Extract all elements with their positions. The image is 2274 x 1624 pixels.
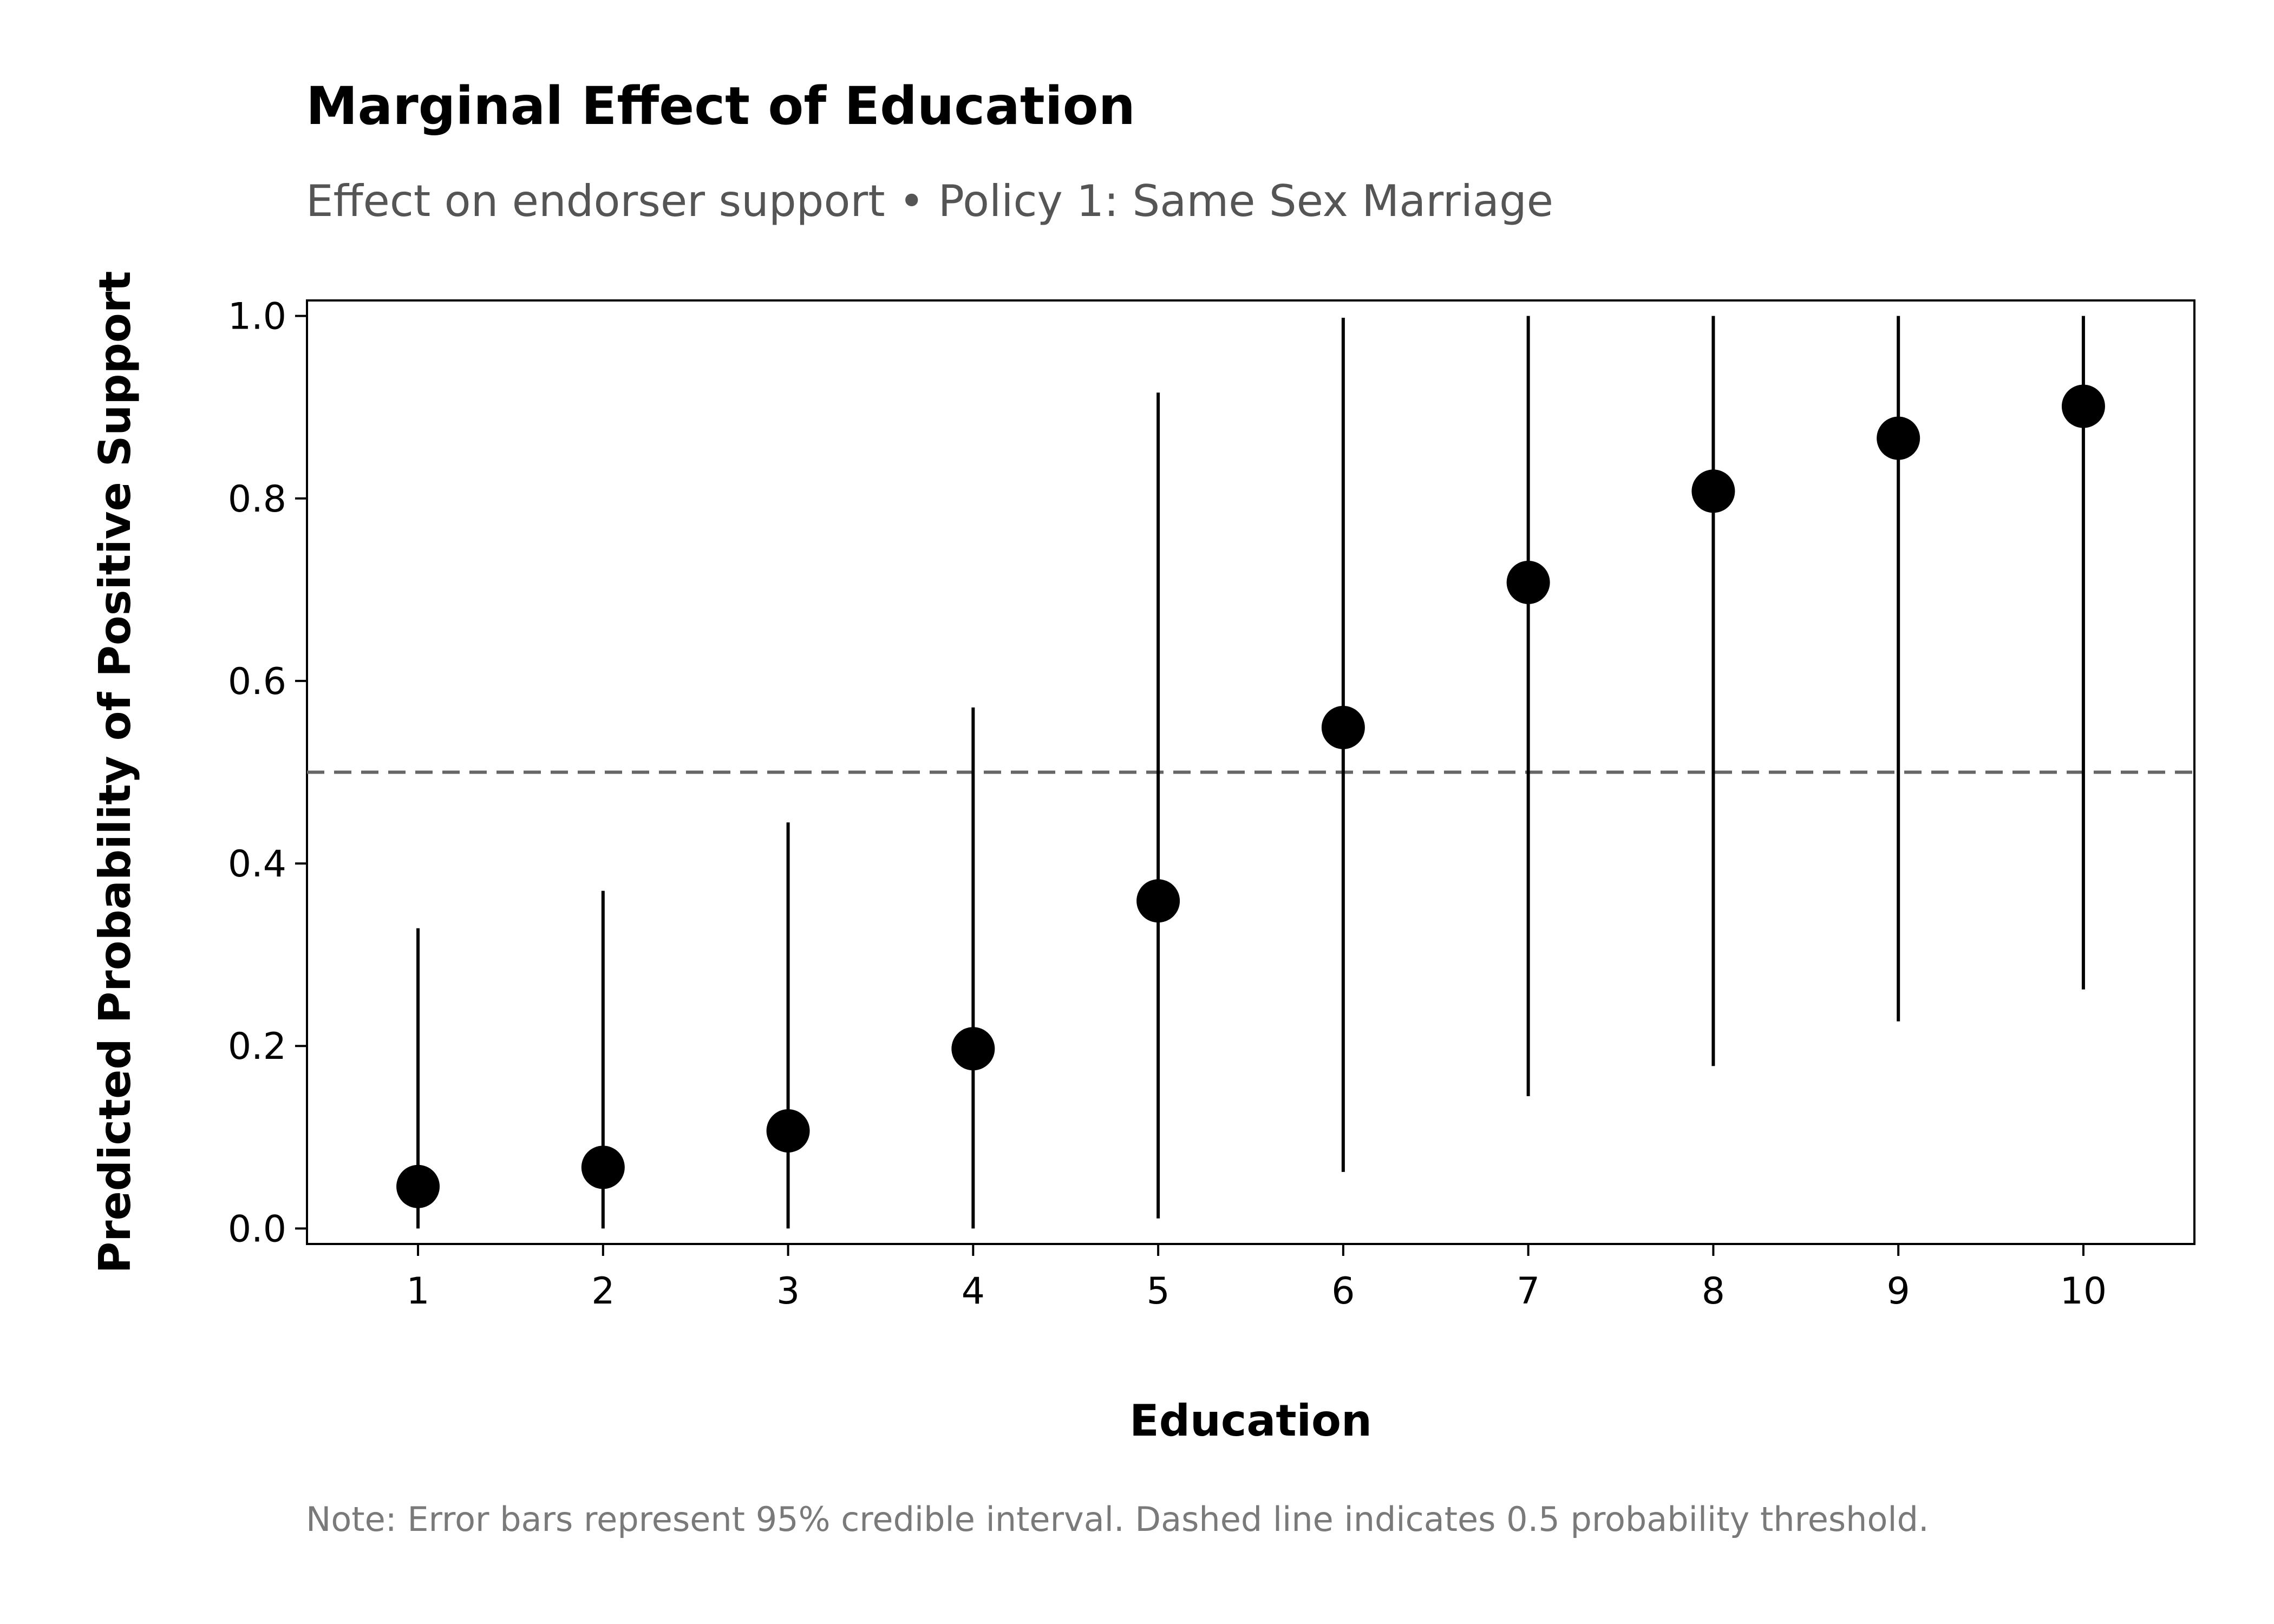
x-tick-label: 5 <box>1146 1270 1169 1313</box>
chart-title: Marginal Effect of Education <box>306 76 1135 136</box>
y-tick-label: 0.4 <box>228 843 286 886</box>
data-point <box>1691 469 1735 513</box>
data-point <box>396 1164 440 1208</box>
x-tick-label: 8 <box>1702 1270 1725 1313</box>
y-tick-label: 0.0 <box>228 1208 286 1250</box>
data-point <box>2061 384 2105 428</box>
x-tick-label: 4 <box>962 1270 985 1313</box>
y-tick-label: 0.6 <box>228 660 286 703</box>
data-point <box>1321 705 1365 749</box>
x-tick-label: 10 <box>2060 1270 2107 1313</box>
x-tick-label: 1 <box>406 1270 429 1313</box>
x-tick-label: 3 <box>776 1270 800 1313</box>
x-tick-label: 6 <box>1331 1270 1355 1313</box>
data-point <box>766 1109 810 1152</box>
y-axis-label: Predicted Probability of Positive Suppor… <box>90 271 140 1273</box>
x-axis-label: Education <box>1129 1396 1372 1446</box>
x-tick-label: 2 <box>591 1270 615 1313</box>
y-tick-label: 1.0 <box>228 296 286 338</box>
data-point <box>1136 879 1180 923</box>
chart-note: Note: Error bars represent 95% credible … <box>306 1499 1929 1539</box>
chart-subtitle: Effect on endorser support • Policy 1: S… <box>306 176 1553 226</box>
y-tick-label: 0.2 <box>228 1025 286 1068</box>
data-point <box>1877 416 1920 460</box>
x-tick-label: 7 <box>1517 1270 1540 1313</box>
data-point <box>1506 560 1550 604</box>
y-tick-label: 0.8 <box>228 478 286 521</box>
data-point <box>581 1145 625 1189</box>
x-tick-label: 9 <box>1887 1270 1910 1313</box>
data-point <box>951 1027 995 1071</box>
